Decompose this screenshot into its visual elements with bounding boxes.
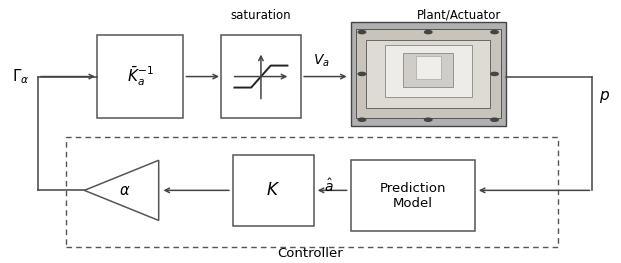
Bar (366, 40, 490, 108)
Text: $V_a$: $V_a$ (313, 53, 330, 69)
Text: $p$: $p$ (599, 89, 610, 105)
Text: $\Gamma_{\alpha}$: $\Gamma_{\alpha}$ (12, 67, 29, 86)
Bar (416, 56, 441, 79)
Text: $K$: $K$ (266, 181, 280, 199)
Circle shape (425, 118, 432, 121)
Text: saturation: saturation (230, 9, 291, 22)
Bar (385, 45, 471, 98)
Circle shape (358, 72, 366, 75)
Text: $\bar{K}_a^{-1}$: $\bar{K}_a^{-1}$ (127, 65, 153, 88)
Text: Plant/Actuator: Plant/Actuator (417, 9, 501, 22)
Text: Prediction
Model: Prediction Model (379, 181, 446, 210)
Bar (66, 137, 558, 247)
Circle shape (491, 118, 498, 121)
Circle shape (491, 72, 498, 75)
Polygon shape (84, 160, 159, 220)
Text: $\hat{a}$: $\hat{a}$ (324, 178, 334, 195)
Text: $\alpha$: $\alpha$ (119, 183, 130, 198)
Bar (351, 160, 474, 231)
Circle shape (425, 31, 432, 34)
Bar (351, 22, 505, 126)
Bar (220, 35, 301, 118)
Circle shape (358, 31, 366, 34)
Bar (356, 29, 501, 118)
Text: Controller: Controller (278, 247, 343, 260)
Bar (97, 35, 183, 118)
Bar (404, 53, 453, 87)
Circle shape (491, 31, 498, 34)
Circle shape (358, 118, 366, 121)
Bar (233, 155, 314, 226)
